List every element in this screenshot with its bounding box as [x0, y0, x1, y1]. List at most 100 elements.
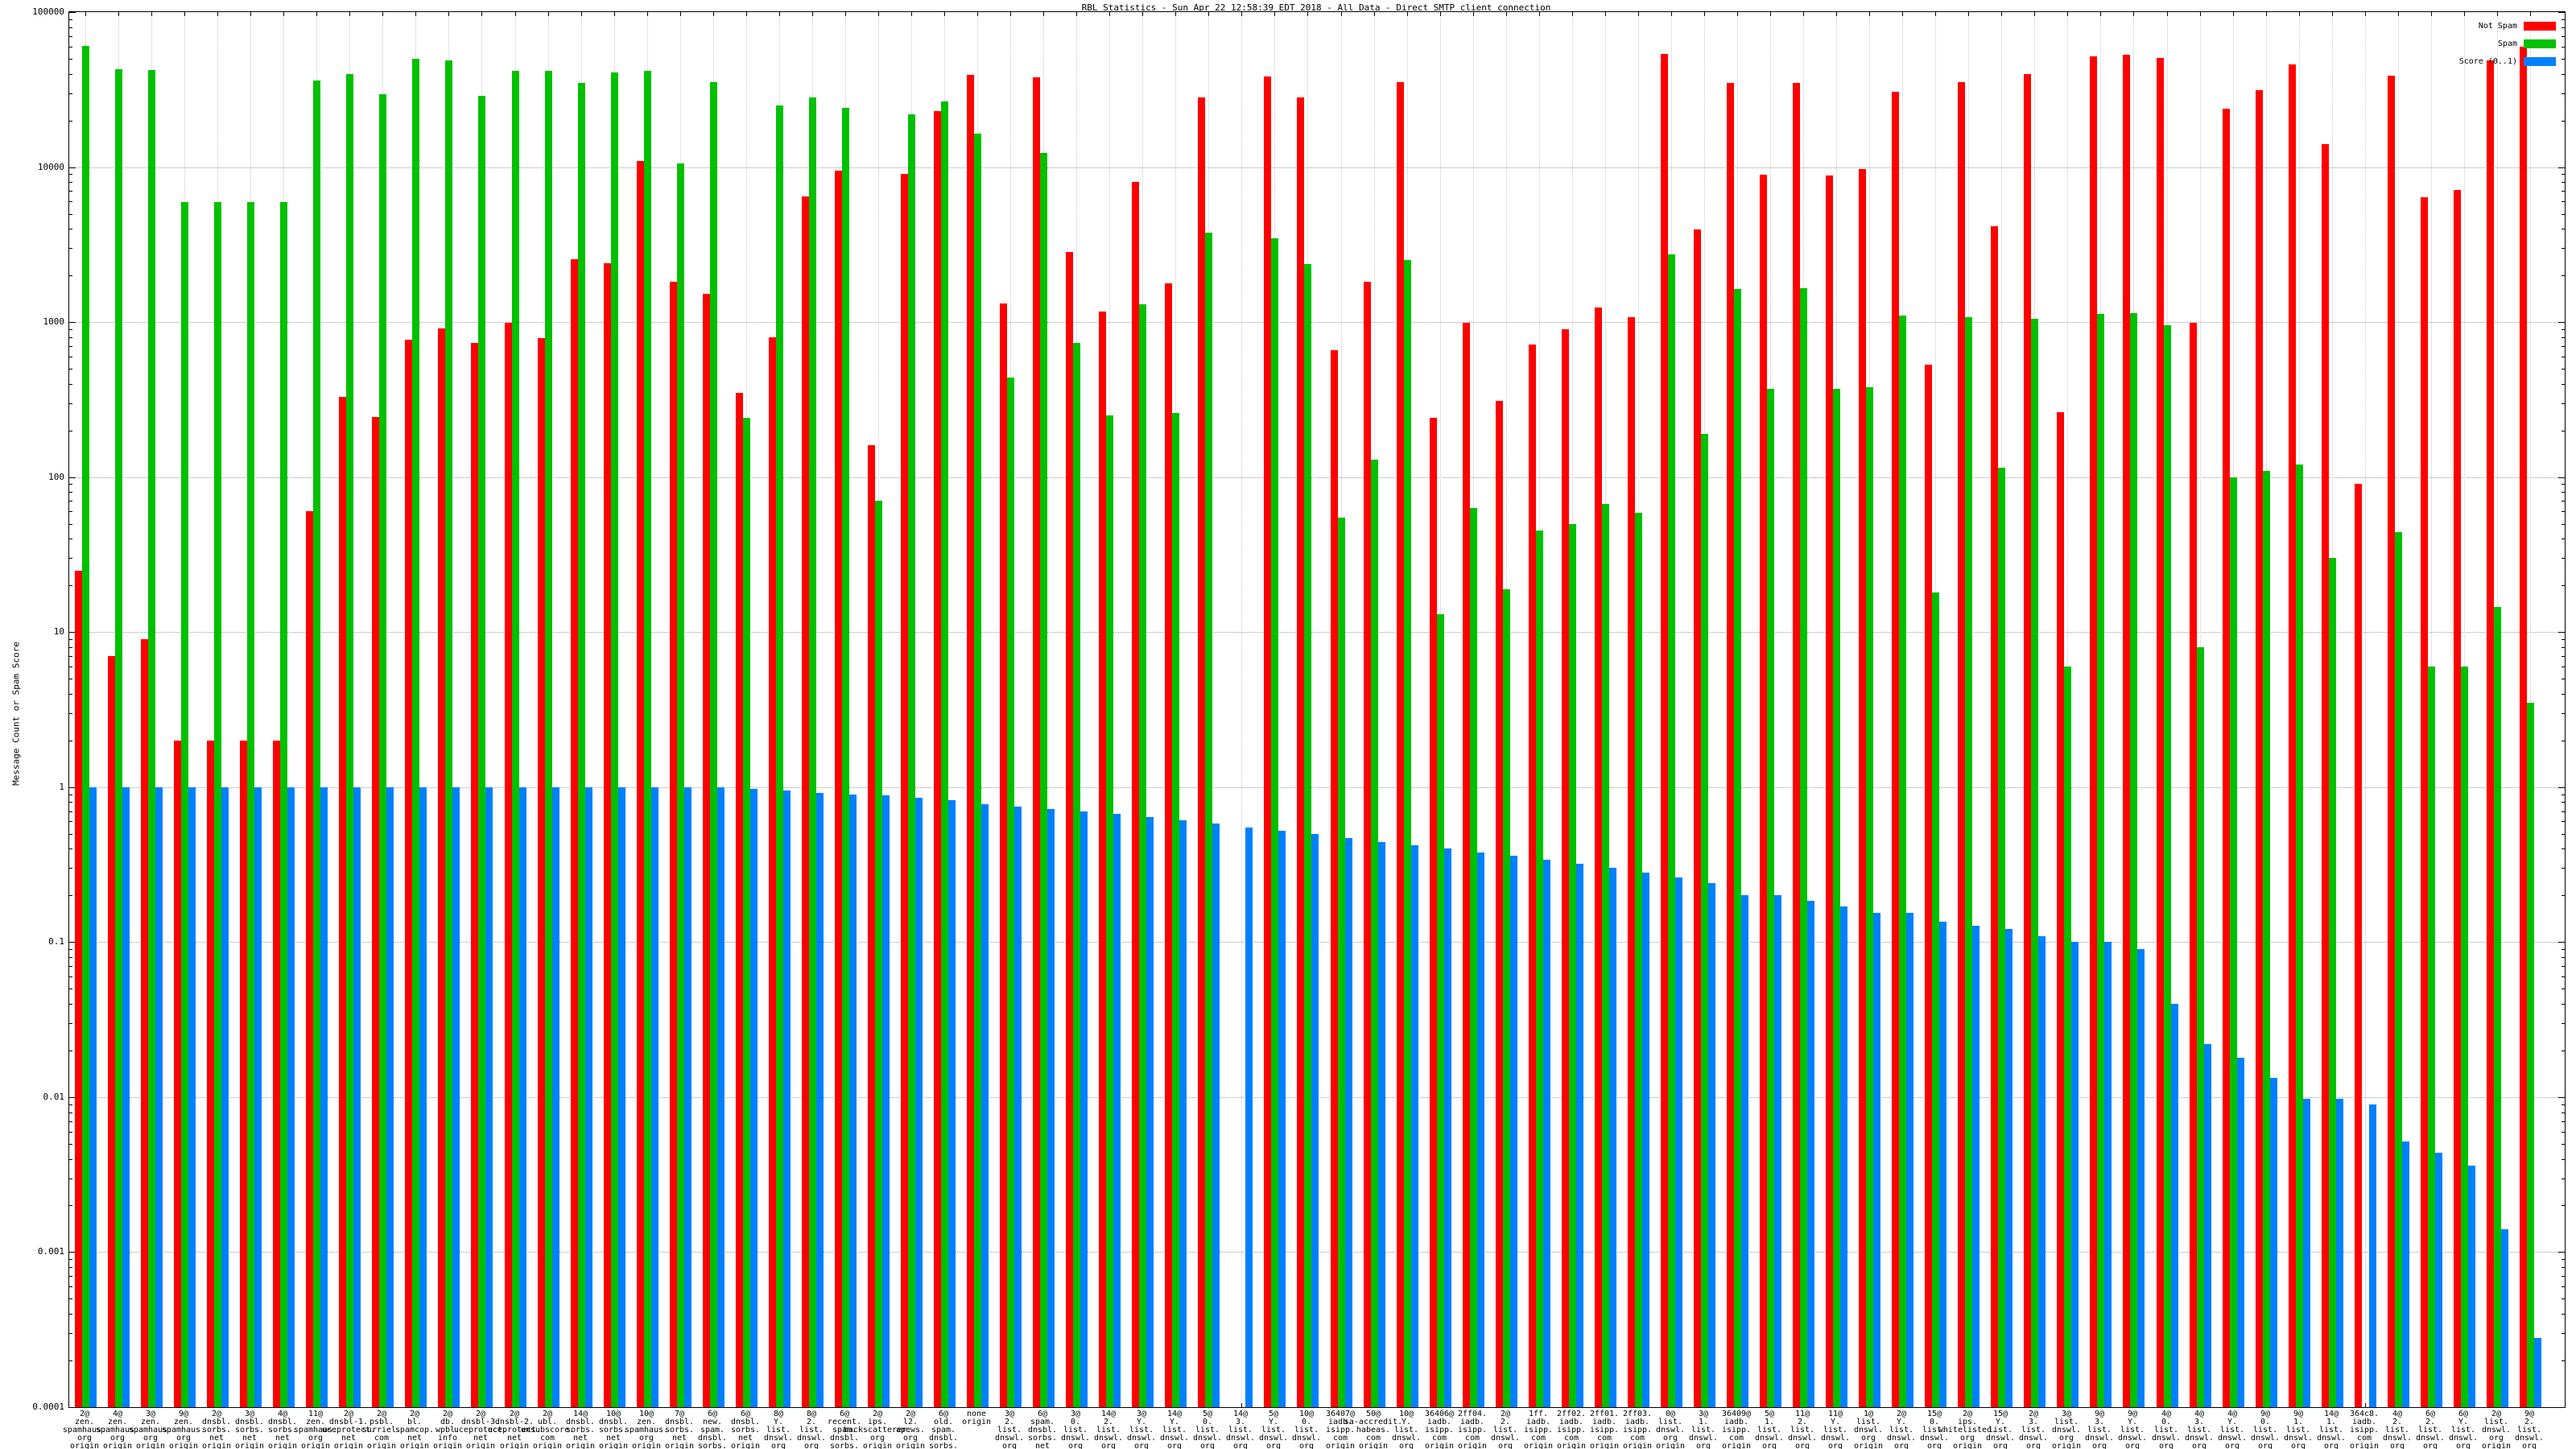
legend-series-label: Spam	[2497, 39, 2517, 48]
bar-score	[2237, 1058, 2244, 1407]
bar-not-spam	[967, 75, 974, 1407]
x-top-tick	[481, 12, 482, 16]
x-top-tick	[1506, 12, 1507, 16]
y-minor-tick	[2562, 329, 2565, 330]
bar-not-spam	[1859, 169, 1866, 1407]
bar-score	[1972, 926, 1979, 1407]
y-minor-tick	[2562, 1121, 2565, 1122]
bar-spam	[1470, 508, 1477, 1407]
y-minor-tick	[69, 811, 72, 812]
y-minor-tick	[2562, 1205, 2565, 1206]
x-top-tick	[2299, 12, 2300, 16]
y-tick-label: 0.1	[48, 936, 64, 947]
bar-not-spam	[1958, 82, 1965, 1407]
y-minor-tick	[69, 346, 72, 347]
y-minor-tick	[2562, 492, 2565, 493]
y-minor-tick	[2562, 214, 2565, 215]
x-tick-label: 4@ 2. list. dnswl. org origin	[2382, 1410, 2413, 1449]
bar-not-spam	[901, 174, 908, 1407]
bar-spam	[710, 82, 717, 1407]
bar-spam	[1536, 530, 1543, 1407]
bar-not-spam	[2421, 197, 2428, 1407]
bar-score	[1113, 814, 1121, 1407]
bar-score	[2104, 942, 2112, 1407]
bar-not-spam	[2057, 412, 2064, 1407]
x-top-tick	[1968, 12, 1969, 16]
bar-not-spam	[2355, 484, 2362, 1407]
y-minor-tick	[69, 93, 72, 94]
x-top-tick	[713, 12, 714, 16]
bar-spam	[214, 202, 221, 1407]
x-top-tick	[184, 12, 185, 16]
bar-not-spam	[1562, 329, 1569, 1407]
x-top-tick	[1737, 12, 1738, 16]
bar-not-spam	[1991, 226, 1998, 1407]
y-minor-tick	[2562, 976, 2565, 977]
y-minor-tick	[2562, 647, 2565, 648]
y-minor-tick	[2562, 174, 2565, 175]
y-minor-tick	[2562, 1004, 2565, 1005]
y-major-tick	[2558, 632, 2565, 633]
bar-spam	[743, 418, 750, 1407]
x-tick-label: 1ff. iadb. isipp. com origin	[1523, 1410, 1554, 1449]
x-tick-label: 4@ 0. list. dnswl. org origin	[2151, 1410, 2182, 1449]
x-tick-label: 36407@ iadb. isipp. com origin	[1325, 1410, 1356, 1449]
y-minor-tick	[69, 501, 72, 502]
bar-spam	[578, 83, 585, 1407]
y-tick-label: 100	[48, 471, 64, 482]
bar-score	[1146, 817, 1154, 1407]
x-tick-label: 2@ list. dnswl. org origin	[2481, 1410, 2512, 1449]
bar-spam	[1833, 389, 1840, 1407]
bar-score	[717, 787, 724, 1407]
x-top-tick	[382, 12, 383, 16]
y-major-tick	[69, 477, 76, 478]
x-top-tick	[614, 12, 615, 16]
x-tick-label: 8@ 2. list. dnswl. org origin	[796, 1410, 827, 1449]
x-tick-label: 2ff03. iadb. isipp. com origin	[1622, 1410, 1653, 1449]
x-tick-label: 7@ dnsbl. sorbs. net origin	[664, 1410, 695, 1449]
bar-spam	[974, 134, 981, 1407]
y-minor-tick	[2562, 811, 2565, 812]
bar-not-spam	[405, 340, 412, 1407]
y-minor-tick	[2562, 27, 2565, 28]
y-minor-tick	[69, 1104, 72, 1105]
bar-not-spam	[637, 161, 644, 1407]
x-top-tick	[1770, 12, 1771, 16]
x-tick-label: 14@ Y. list. dnswl. org origin	[1159, 1410, 1190, 1449]
y-minor-tick	[2562, 821, 2565, 822]
bar-spam	[2230, 477, 2237, 1407]
x-top-tick	[1043, 12, 1044, 16]
bar-spam	[1338, 518, 1345, 1407]
y-minor-tick	[69, 36, 72, 37]
x-tick-label: 2@ Y. list. dnswl. org origin	[1886, 1410, 1917, 1449]
bar-not-spam	[769, 337, 776, 1407]
x-tick-label: 2ff02. iadb. isipp. com origin	[1556, 1410, 1587, 1449]
y-tick-label: 100000	[32, 6, 64, 17]
y-major-tick	[69, 787, 76, 788]
x-tick-label: 9@ zen. spamhaus. org origin	[161, 1410, 206, 1449]
bar-not-spam	[1661, 54, 1668, 1407]
bar-score	[750, 789, 758, 1407]
x-top-tick	[746, 12, 747, 16]
bar-not-spam	[1000, 303, 1007, 1407]
x-top-tick	[1869, 12, 1870, 16]
bar-not-spam	[1496, 401, 1503, 1407]
x-tick-label: 9@ 3. list. dnswl. org origin	[2084, 1410, 2115, 1449]
x-top-tick	[647, 12, 648, 16]
x-tick-label: none origin	[961, 1410, 992, 1426]
x-top-tick	[2034, 12, 2035, 16]
bar-spam	[1139, 304, 1146, 1407]
bar-not-spam	[505, 323, 512, 1407]
x-top-tick	[1704, 12, 1705, 16]
x-top-tick	[1836, 12, 1837, 16]
bar-not-spam	[1397, 82, 1404, 1407]
y-minor-tick	[2562, 524, 2565, 525]
bar-not-spam	[75, 571, 82, 1407]
y-gridline	[69, 167, 2565, 168]
x-tick-label: 2@ zen. spamhaus. org origin	[62, 1410, 107, 1449]
bar-score	[981, 804, 989, 1407]
chart-title: RBL Statistics - Sun Apr 22 12:58:39 EDT…	[1081, 2, 1551, 13]
y-minor-tick	[69, 1144, 72, 1145]
x-top-tick	[2067, 12, 2068, 16]
x-top-tick	[283, 12, 284, 16]
